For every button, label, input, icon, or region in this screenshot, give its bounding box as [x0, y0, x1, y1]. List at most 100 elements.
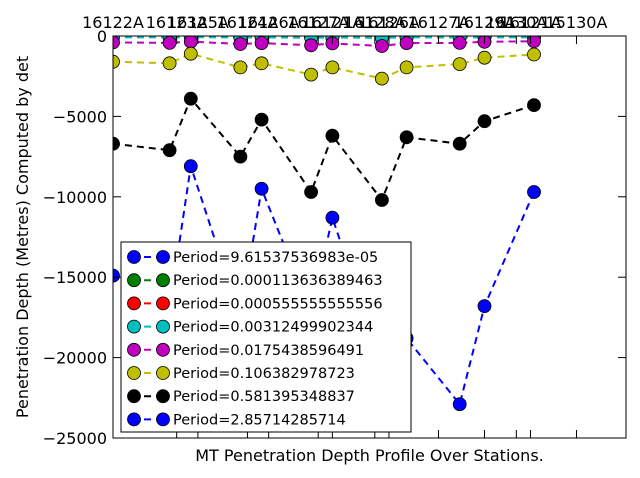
series-6-point-5 [304, 185, 319, 199]
series-line-6 [113, 96, 535, 203]
series-6-point-10 [477, 114, 492, 129]
series-7-point-2 [183, 159, 198, 174]
legend-label-0: Period=9.61537536983e-05 [173, 250, 378, 266]
legend-marker-left-1 [127, 273, 141, 288]
legend-entry-7: Period=2.85714285714 [127, 412, 346, 428]
legend-label-3: Period=0.00312499902344 [173, 320, 373, 336]
series-5-point-3 [233, 60, 248, 75]
plot-frame [112, 35, 627, 439]
legend-marker-right-0 [156, 250, 170, 264]
series-4-point-9 [452, 36, 467, 50]
legend-label-4: Period=0.0175438596491 [173, 343, 364, 359]
series-6-point-9 [452, 136, 467, 151]
legend-marker-right-3 [156, 319, 170, 334]
series-4-point-5 [304, 38, 319, 53]
series-6-point-2 [183, 91, 198, 106]
x-tick-label-11: 16130A [485, 13, 547, 32]
series-5-point-10 [477, 50, 492, 65]
series-5-point-6 [325, 60, 340, 75]
x-tick-label-5: 16127A [287, 13, 349, 32]
x-tick-label-4: 16126A [238, 13, 300, 32]
y-tick-label-5: −25000 [43, 429, 107, 448]
series-5-point-2 [183, 46, 198, 61]
series-6-point-3 [233, 149, 248, 164]
x-axis-title: MT Penetration Depth Profile Over Statio… [195, 446, 544, 465]
legend-label-5: Period=0.106382978723 [173, 366, 355, 382]
y-tick-label-2: −10000 [43, 188, 107, 207]
y-tick-label-4: −20000 [43, 349, 107, 368]
x-tick-label-10: 16129A [454, 13, 516, 32]
legend-marker-left-5 [127, 366, 141, 380]
x-tick-label-2: 16125A [167, 13, 229, 32]
x-tick-label-0: 16122A [82, 13, 144, 32]
legend-entry-1: Period=0.000113636389463 [127, 273, 383, 289]
series-5-point-11 [527, 47, 541, 62]
x-tick-label-13: 15130A [546, 13, 608, 32]
legend-label-1: Period=0.000113636389463 [173, 273, 383, 289]
legend-marker-left-0 [127, 250, 141, 264]
legend-entry-0: Period=9.61537536983e-05 [127, 250, 378, 266]
series-6-point-6 [325, 128, 340, 143]
series-4-point-3 [233, 37, 248, 51]
legend-entry-4: Period=0.0175438596491 [127, 342, 364, 359]
legend-marker-left-4 [127, 342, 141, 357]
y-tick-label-0: 0 [97, 27, 107, 46]
series-4-point-2 [183, 36, 198, 49]
legend-marker-left-7 [127, 412, 141, 427]
legend-label-7: Period=2.85714285714 [173, 412, 346, 428]
series-4-point-11 [527, 36, 541, 49]
series-5-point-4 [254, 56, 269, 71]
legend-marker-right-4 [156, 342, 170, 357]
series-4-point-7 [374, 39, 389, 53]
series-6-point-0 [113, 136, 120, 151]
legend-label-2: Period=0.000555555555556 [173, 296, 383, 312]
series-6-point-8 [399, 130, 414, 145]
series-6-point-11 [527, 98, 541, 112]
x-tick-label-6: 16121A [301, 13, 363, 32]
legend-marker-right-2 [156, 296, 170, 311]
y-tick-labels: 0 −5000 −10000 −15000 −20000 −25000 [43, 27, 107, 448]
series-5-point-7 [374, 71, 389, 86]
series-4 [113, 36, 541, 53]
legend-marker-right-1 [156, 273, 170, 288]
series-7-point-11 [527, 185, 541, 199]
legend-entry-2: Period=0.000555555555556 [127, 296, 383, 312]
x-tick-label-1: 16123A [146, 13, 208, 32]
series-4-point-4 [254, 36, 269, 50]
series-5 [113, 46, 541, 86]
series-5-point-8 [399, 60, 414, 75]
legend-marker-left-6 [127, 389, 141, 404]
series-5-point-0 [113, 54, 120, 69]
series-5-point-5 [304, 67, 319, 82]
series-7-point-4 [254, 181, 269, 196]
y-axis-title: Penetration Depth (Metres) Computed by d… [13, 56, 32, 418]
x-tick-labels: 16122A 16123A16125A16124A16126A16127A1612… [82, 13, 607, 32]
y-tick-label-1: −5000 [53, 107, 107, 126]
series-4-point-0 [113, 36, 120, 50]
series-line-7 [113, 165, 535, 407]
legend-label-6: Period=0.581395348837 [173, 389, 355, 405]
series-6 [113, 91, 541, 207]
legend-marker-right-7 [156, 412, 170, 427]
series-6-point-4 [254, 112, 269, 127]
series-6-point-1 [162, 143, 177, 158]
x-tick-label-3: 16124A [217, 13, 279, 32]
legend-entry-5: Period=0.106382978723 [127, 366, 355, 382]
series-6-point-7 [374, 193, 389, 207]
x-tick-label-8: 16126A [358, 13, 420, 32]
legend: Period=9.61537536983e-05 Period=0.0001136… [120, 241, 412, 433]
legend-entry-6: Period=0.581395348837 [127, 389, 355, 405]
series-4-point-8 [399, 36, 414, 50]
x-tick-label-9: 16127A [408, 13, 470, 32]
legend-marker-left-3 [127, 319, 141, 334]
ticks-layer [112, 35, 626, 439]
series-5-point-9 [452, 57, 467, 71]
series-7-point-6 [325, 210, 340, 225]
y-tick-label-3: −15000 [43, 268, 107, 287]
series-7-point-10 [477, 299, 492, 314]
legend-marker-right-6 [156, 389, 170, 404]
legend-marker-right-5 [156, 366, 170, 380]
series-5-point-1 [162, 56, 177, 71]
series-4-point-1 [162, 36, 177, 50]
